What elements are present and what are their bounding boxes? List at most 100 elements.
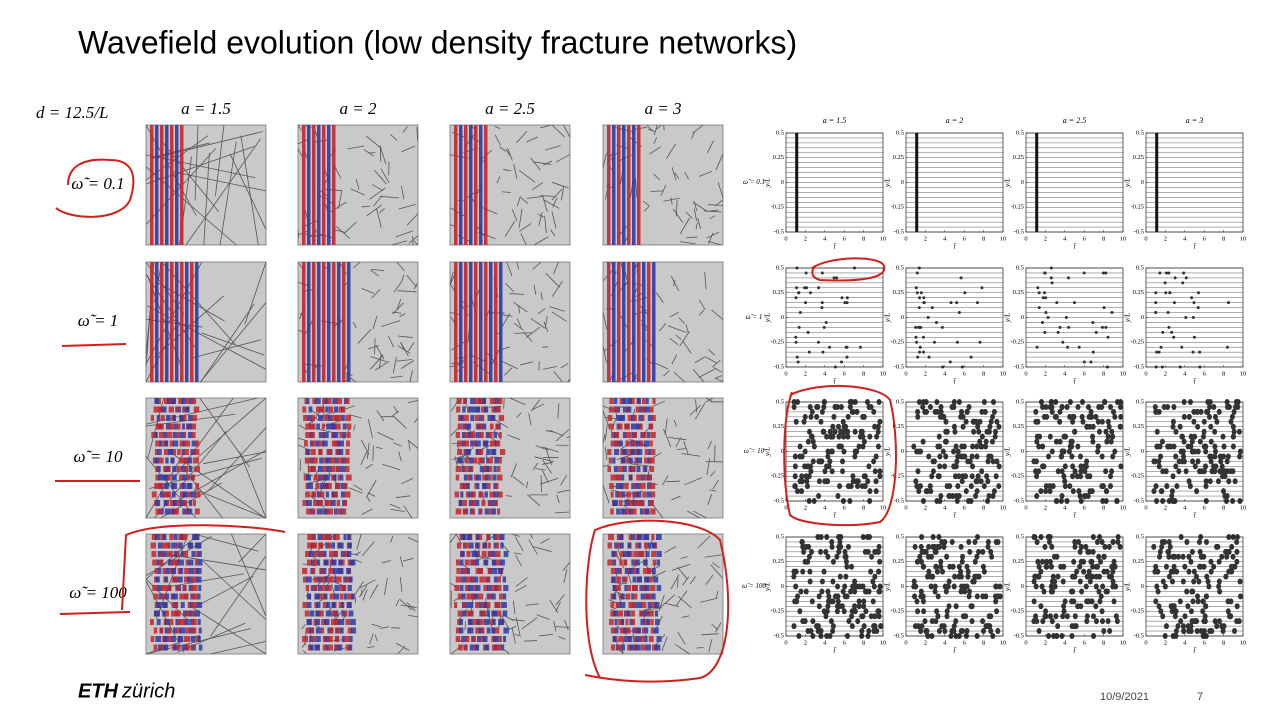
wave-blob: [350, 627, 357, 634]
pulse: [1153, 483, 1159, 490]
pulse: [1072, 468, 1078, 475]
pulse: [798, 311, 802, 315]
pulse: [1077, 548, 1083, 555]
pulse: [872, 423, 878, 430]
wave-blob: [650, 619, 654, 625]
pulse: [1035, 418, 1041, 425]
pulse: [935, 593, 941, 600]
wave-blob: [462, 568, 469, 574]
wave-blob: [331, 559, 337, 566]
wave-blob: [311, 457, 318, 464]
pulse: [856, 598, 862, 605]
fracture: [715, 622, 722, 633]
pulse: [966, 588, 972, 595]
wave-blob: [311, 466, 317, 472]
wave-blob: [322, 644, 328, 651]
wave-blob: [191, 432, 196, 438]
pulse: [1088, 413, 1094, 420]
pulse: [1223, 573, 1229, 580]
wave-blob: [617, 491, 623, 498]
wave-blob: [345, 415, 352, 421]
fracture: [533, 161, 552, 165]
trace-panel: 0.50.250-0.25-0.50 2 4 6 8 10t̃y/L: [1124, 533, 1247, 654]
pulse: [1181, 281, 1185, 285]
wave-blob: [623, 636, 630, 642]
pulse: [1233, 403, 1239, 410]
pulse: [793, 583, 799, 590]
pulse: [995, 628, 1001, 635]
wavefield-panel: [602, 397, 724, 519]
pulse: [1203, 483, 1209, 490]
x-tick-label: 10: [1000, 639, 1007, 646]
wave-blob: [179, 568, 184, 574]
pulse: [977, 438, 983, 445]
pulse: [852, 608, 858, 615]
pulse: [1085, 403, 1091, 410]
fracture: [303, 219, 320, 227]
x-axis-label: t̃: [834, 512, 837, 520]
pulse: [1173, 276, 1177, 280]
pulse: [856, 603, 862, 610]
wave-blob: [478, 449, 484, 455]
fracture: [361, 205, 371, 208]
wave-blob: [344, 491, 351, 498]
wave-blob: [463, 440, 469, 447]
pulse: [871, 628, 877, 635]
pulse: [795, 286, 799, 290]
wave-blob: [474, 398, 481, 404]
wave-blob: [183, 449, 189, 455]
pulse: [1105, 433, 1111, 440]
wave-stripe: [627, 262, 631, 382]
pulse: [825, 603, 831, 610]
pulse: [1181, 628, 1187, 635]
wave-blob: [612, 500, 619, 506]
pulse: [927, 355, 931, 359]
pulse: [979, 468, 985, 475]
wave-blob: [335, 466, 340, 472]
fracture: [672, 208, 684, 223]
pulse: [1044, 296, 1048, 300]
pulse: [840, 418, 846, 425]
pulse: [1151, 543, 1157, 550]
pulse: [947, 563, 953, 570]
trace-panel: 0.50.250-0.25-0.50 2 4 6 8 10t̃y/L: [764, 129, 887, 250]
wave-blob: [625, 619, 629, 625]
pulse: [1088, 573, 1094, 580]
wave-blob: [165, 568, 170, 574]
pulse: [1192, 433, 1198, 440]
wave-blob: [648, 406, 654, 413]
fracture: [643, 200, 650, 207]
pulse: [873, 478, 879, 485]
fracture: [201, 332, 265, 356]
wave-blob: [313, 474, 320, 481]
wave-blob: [319, 551, 325, 557]
fracture: [604, 446, 608, 460]
wave-blob: [194, 534, 200, 540]
x-tick-label: 2: [924, 504, 927, 511]
pulse: [938, 408, 944, 415]
wave-blob: [326, 466, 332, 472]
wave-blob: [480, 610, 487, 617]
pulse: [840, 360, 844, 364]
pulse: [1108, 403, 1114, 410]
pulse: [949, 301, 953, 305]
wave-blob: [348, 644, 353, 651]
fracture: [716, 590, 719, 599]
fracture: [371, 268, 384, 272]
pulse: [866, 463, 872, 470]
pulse: [1171, 563, 1177, 570]
pulse: [1221, 443, 1227, 450]
pulse: [863, 608, 869, 615]
wave-blob: [346, 576, 352, 583]
pulse: [835, 493, 841, 500]
wave-blob: [462, 602, 466, 608]
wave-blob: [483, 440, 489, 447]
fracture: [145, 580, 184, 653]
wave-blob: [312, 559, 318, 566]
wave-blob: [339, 432, 343, 438]
wave-blob: [651, 449, 656, 455]
pulse: [1075, 603, 1081, 610]
wave-blob: [335, 423, 341, 430]
wave-blob: [170, 559, 176, 566]
pulse: [960, 453, 966, 460]
